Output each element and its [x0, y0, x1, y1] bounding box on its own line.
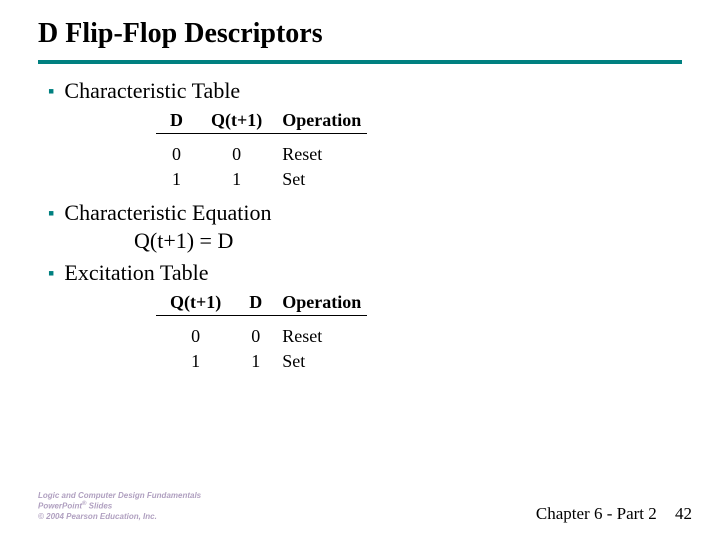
cell: 0	[156, 316, 235, 348]
equation-text: Q(t+1) = D	[134, 228, 720, 254]
footer-attribution: Logic and Computer Design Fundamentals P…	[38, 491, 201, 522]
table-header-row: D Q(t+1) Operation	[156, 110, 367, 134]
footer-line2: PowerPoint® Slides	[38, 501, 201, 512]
cell: Set	[276, 347, 367, 372]
bullet-icon: ▪	[48, 260, 54, 286]
section-characteristic-table: ▪ Characteristic Table D Q(t+1) Operatio…	[48, 78, 720, 190]
footer-pagination: Chapter 6 - Part 2 42	[536, 504, 692, 524]
slide-content: ▪ Characteristic Table D Q(t+1) Operatio…	[0, 64, 720, 372]
section-title: Excitation Table	[64, 260, 208, 286]
section-title: Characteristic Table	[64, 78, 240, 104]
cell: Reset	[276, 134, 367, 166]
excitation-table: Q(t+1) D Operation 0 0 Reset 1 1 Set	[156, 292, 367, 372]
table-row: 0 0 Reset	[156, 134, 367, 166]
table-row: 0 0 Reset	[156, 316, 367, 348]
footer-line1: Logic and Computer Design Fundamentals	[38, 491, 201, 501]
characteristic-table: D Q(t+1) Operation 0 0 Reset 1 1 Set	[156, 110, 367, 190]
cell: 1	[235, 347, 276, 372]
slide-title: D Flip-Flop Descriptors	[0, 0, 720, 50]
col-operation: Operation	[276, 292, 367, 316]
cell: Reset	[276, 316, 367, 348]
col-operation: Operation	[276, 110, 367, 134]
footer-line3: © 2004 Pearson Education, Inc.	[38, 512, 201, 522]
cell: 1	[197, 165, 276, 190]
cell: Set	[276, 165, 367, 190]
col-d: D	[235, 292, 276, 316]
bullet-icon: ▪	[48, 200, 54, 226]
table-row: 1 1 Set	[156, 165, 367, 190]
bullet-icon: ▪	[48, 78, 54, 104]
cell: 1	[156, 165, 197, 190]
table-row: 1 1 Set	[156, 347, 367, 372]
chapter-label: Chapter 6 - Part 2	[536, 504, 657, 523]
page-number: 42	[675, 504, 692, 523]
cell: 0	[235, 316, 276, 348]
section-characteristic-equation: ▪ Characteristic Equation Q(t+1) = D	[48, 200, 720, 254]
table-header-row: Q(t+1) D Operation	[156, 292, 367, 316]
section-title: Characteristic Equation	[64, 200, 271, 226]
cell: 0	[156, 134, 197, 166]
cell: 1	[156, 347, 235, 372]
col-qnext: Q(t+1)	[156, 292, 235, 316]
cell: 0	[197, 134, 276, 166]
section-excitation-table: ▪ Excitation Table Q(t+1) D Operation 0 …	[48, 260, 720, 372]
col-qnext: Q(t+1)	[197, 110, 276, 134]
col-d: D	[156, 110, 197, 134]
